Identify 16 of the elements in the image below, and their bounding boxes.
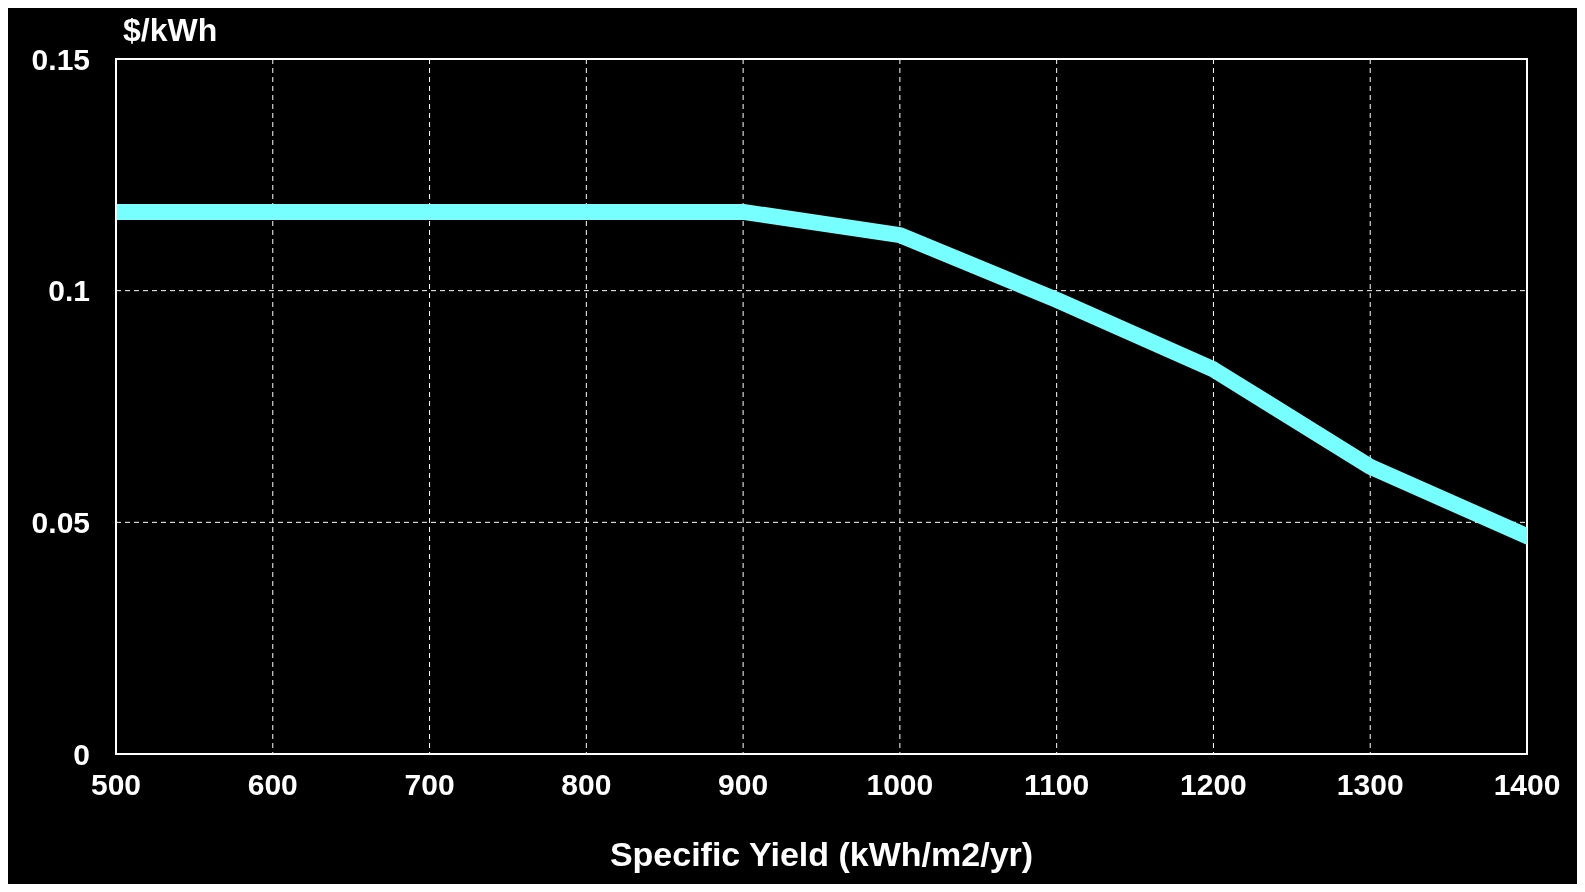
x-tick-label: 1300 <box>1336 768 1404 802</box>
y-tick-label: 0.1 <box>48 274 90 308</box>
x-tick-label: 700 <box>404 768 455 802</box>
x-tick-label: 500 <box>90 768 142 802</box>
x-tick-label: 600 <box>247 768 298 802</box>
x-tick-label: 900 <box>718 768 769 802</box>
x-tick-label: 800 <box>561 768 612 802</box>
y-axis-title: $/kWh <box>123 12 218 49</box>
x-tick-label: 1000 <box>866 768 934 802</box>
x-axis-title: Specific Yield (kWh/m2/yr) <box>609 835 1034 873</box>
x-tick-label: 1100 <box>1024 768 1090 802</box>
y-tick-label: 0 <box>73 737 90 771</box>
y-tick-label: 0.15 <box>31 42 90 76</box>
x-tick-label: 1400 <box>1493 768 1561 802</box>
y-tick-label: 0.05 <box>31 505 90 539</box>
x-tick-label: 1200 <box>1180 768 1247 802</box>
